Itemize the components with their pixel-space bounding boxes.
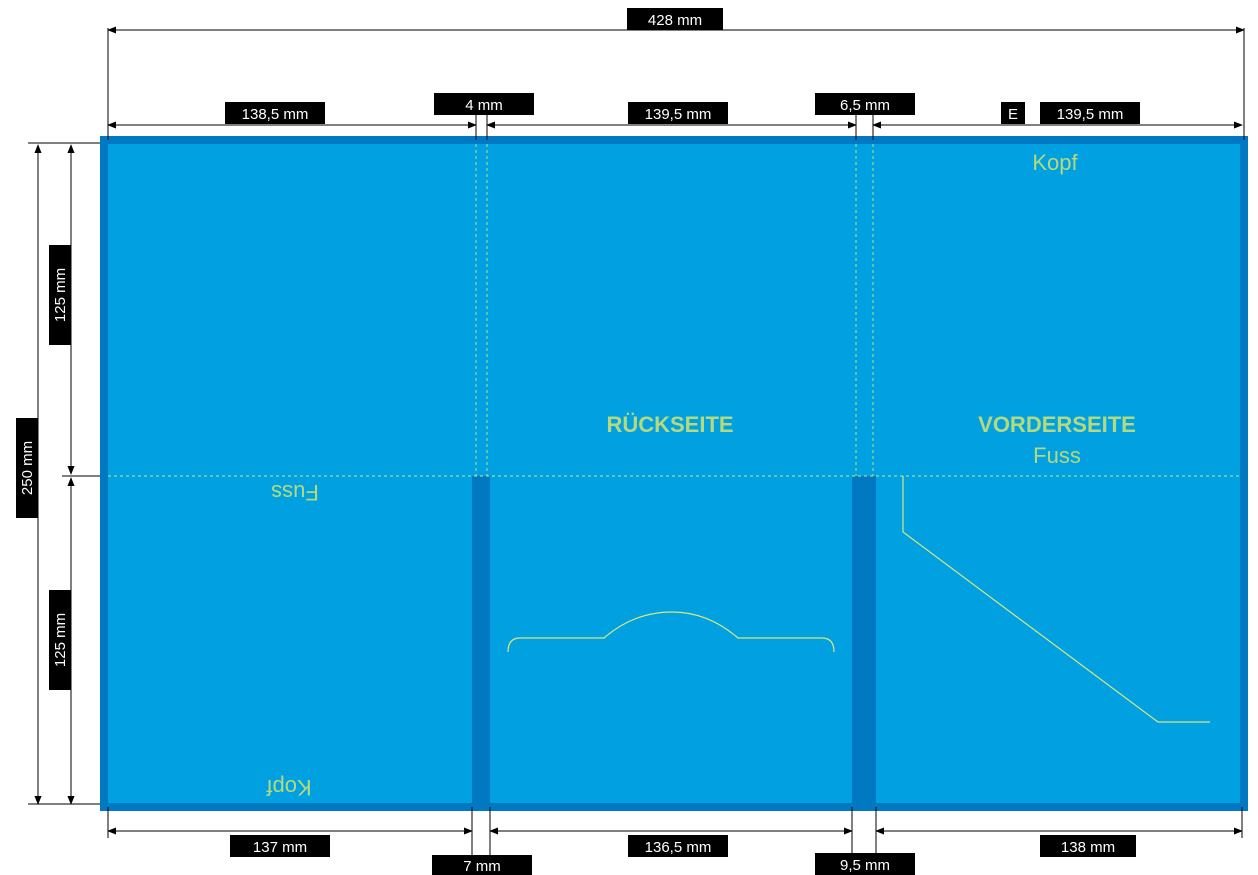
- dim-label-marker: E: [1008, 106, 1018, 123]
- dim-box-top-4: [815, 93, 915, 115]
- dim-box-height-top: [49, 245, 71, 345]
- fold-lines: [108, 144, 1240, 477]
- dim-box-bottom-3: [628, 835, 728, 857]
- dim-label-top-3: 139,5 mm: [645, 106, 712, 123]
- dim-label-bottom-2: 7 mm: [463, 858, 501, 875]
- dim-box-top-3: [628, 102, 728, 124]
- kopf-label-flap: Kopf: [265, 775, 311, 800]
- dim-box-bottom-5: [1040, 835, 1136, 857]
- card-slot-curve: [507, 611, 835, 653]
- dim-label-top-1: 138,5 mm: [242, 106, 309, 123]
- front-panel-title: VORDERSEITE: [978, 412, 1136, 437]
- dim-box-top-2: [434, 93, 534, 115]
- dim-label-top-4: 6,5 mm: [840, 97, 890, 114]
- pocket-diagonal-line: [902, 476, 1210, 723]
- fuss-label-flap: Fuss: [271, 480, 319, 505]
- kopf-label-front: Kopf: [1032, 150, 1078, 175]
- dim-label-top-5: 139,5 mm: [1057, 106, 1124, 123]
- dim-box-marker: [1001, 102, 1025, 124]
- fuss-label-front: Fuss: [1033, 443, 1081, 468]
- dim-label-bottom-3: 136,5 mm: [645, 839, 712, 856]
- dim-box-top-5: [1040, 102, 1140, 124]
- dim-box-bottom-1: [230, 835, 330, 857]
- dim-label-bottom-4: 9,5 mm: [840, 857, 890, 874]
- dim-label-top-2: 4 mm: [465, 97, 503, 114]
- spine-right: [852, 476, 876, 807]
- dim-box-total-width: [627, 8, 723, 30]
- dim-box-total-height: [16, 418, 38, 518]
- dim-label-bottom-1: 137 mm: [253, 839, 307, 856]
- sheet-background: [100, 136, 1248, 811]
- dim-label-height-top: 125 mm: [52, 268, 69, 322]
- back-panel-title: RÜCKSEITE: [606, 412, 733, 437]
- dim-box-bottom-4: [815, 853, 915, 875]
- dim-box-height-bottom: [49, 590, 71, 690]
- dim-label-height-bottom: 125 mm: [52, 613, 69, 667]
- dim-box-bottom-2: [432, 855, 532, 875]
- dim-label-total-height: 250 mm: [19, 441, 36, 495]
- dim-label-total-width: 428 mm: [648, 12, 702, 29]
- dim-label-bottom-5: 138 mm: [1061, 839, 1115, 856]
- spine-left: [472, 476, 490, 807]
- dim-box-top-1: [225, 102, 325, 124]
